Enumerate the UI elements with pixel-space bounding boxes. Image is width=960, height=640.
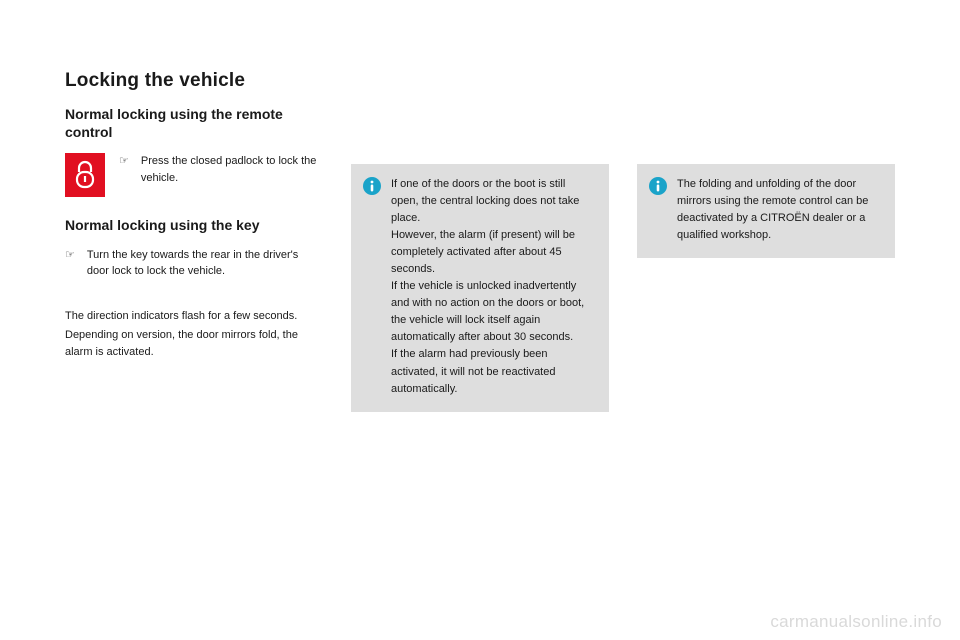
padlock-icon [65,153,105,197]
info-para: The folding and unfolding of the door mi… [677,176,881,244]
key-instruction-text: Turn the key towards the rear in the dri… [87,247,323,280]
remote-instruction-text: Press the closed padlock to lock the veh… [141,153,323,186]
info-para: However, the alarm (if present) will be … [391,227,595,278]
page-title: Locking the vehicle [65,70,323,92]
key-instruction: ☞ Turn the key towards the rear in the d… [65,247,323,280]
bullet-icon: ☞ [65,247,75,280]
watermark: carmanualsonline.info [770,612,942,632]
info-para: If the vehicle is unlocked inadvertently… [391,278,595,346]
info-box-content: If one of the doors or the boot is still… [391,176,595,398]
info-box: The folding and unfolding of the door mi… [637,164,895,258]
info-para: If the alarm had previously been activat… [391,346,595,397]
info-box: If one of the doors or the boot is still… [351,164,609,412]
key-heading: Normal locking using the key [65,217,323,235]
column-left: Locking the vehicle Normal locking using… [65,70,323,412]
info-box-content: The folding and unfolding of the door mi… [677,176,881,244]
remote-instruction-row: ☞ Press the closed padlock to lock the v… [65,153,323,197]
column-right: The folding and unfolding of the door mi… [637,70,895,412]
info-icon [649,177,667,195]
remote-heading: Normal locking using the remote control [65,106,323,141]
body-block: The direction indicators flash for a few… [65,308,323,361]
remote-instruction: ☞ Press the closed padlock to lock the v… [119,153,323,186]
info-para: If one of the doors or the boot is still… [391,176,595,227]
bullet-icon: ☞ [119,153,129,186]
body-para: Depending on version, the door mirrors f… [65,327,323,361]
page: Locking the vehicle Normal locking using… [0,0,960,412]
body-para: The direction indicators flash for a few… [65,308,323,325]
info-icon [363,177,381,195]
column-middle: If one of the doors or the boot is still… [351,70,609,412]
